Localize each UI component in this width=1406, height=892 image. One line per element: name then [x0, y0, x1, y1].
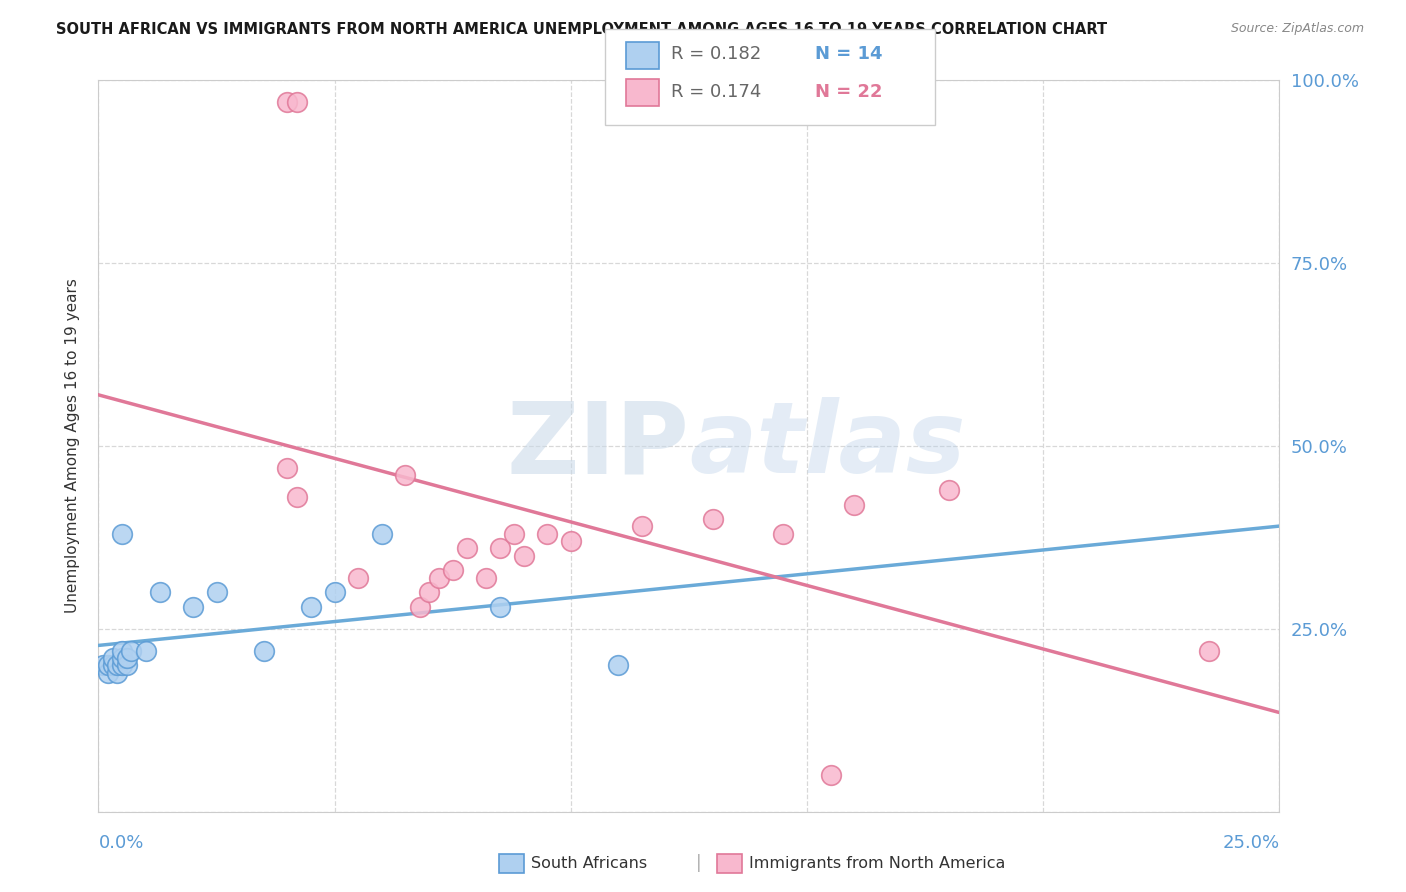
Text: 0.0%: 0.0% — [98, 834, 143, 852]
Point — [285, 95, 308, 110]
Y-axis label: Unemployment Among Ages 16 to 19 years: Unemployment Among Ages 16 to 19 years — [65, 278, 80, 614]
Point — [105, 665, 128, 680]
Text: R = 0.182: R = 0.182 — [671, 45, 761, 63]
Point — [97, 658, 120, 673]
Text: atlas: atlas — [689, 398, 966, 494]
Point — [205, 585, 228, 599]
Point — [97, 665, 120, 680]
Point — [101, 651, 124, 665]
Point — [181, 599, 204, 614]
Point — [503, 526, 526, 541]
Point — [489, 599, 512, 614]
Point — [371, 526, 394, 541]
Point — [475, 571, 498, 585]
Point — [253, 644, 276, 658]
Text: N = 22: N = 22 — [815, 83, 883, 101]
Point — [560, 534, 582, 549]
Point — [323, 585, 346, 599]
Point — [1198, 644, 1220, 658]
Point — [536, 526, 558, 541]
Point — [607, 658, 630, 673]
Point — [105, 658, 128, 673]
Point — [938, 483, 960, 497]
Point — [149, 585, 172, 599]
Point — [441, 563, 464, 577]
Point — [276, 461, 298, 475]
Point — [111, 644, 134, 658]
Point — [91, 658, 114, 673]
Point — [702, 512, 724, 526]
Point — [135, 644, 157, 658]
Point — [276, 95, 298, 110]
Point — [844, 498, 866, 512]
Text: ZIP: ZIP — [506, 398, 689, 494]
Point — [111, 658, 134, 673]
Text: Immigrants from North America: Immigrants from North America — [749, 856, 1005, 871]
Point — [101, 658, 124, 673]
Point — [820, 768, 842, 782]
Point — [456, 541, 478, 556]
Point — [630, 519, 652, 533]
Point — [394, 468, 416, 483]
Point — [111, 526, 134, 541]
Text: 25.0%: 25.0% — [1222, 834, 1279, 852]
Point — [285, 490, 308, 504]
Text: South Africans: South Africans — [531, 856, 648, 871]
Point — [512, 549, 534, 563]
Point — [115, 658, 138, 673]
Point — [427, 571, 450, 585]
Point — [299, 599, 322, 614]
Point — [121, 644, 143, 658]
Point — [347, 571, 370, 585]
Text: Source: ZipAtlas.com: Source: ZipAtlas.com — [1230, 22, 1364, 36]
Point — [115, 651, 138, 665]
Point — [111, 651, 134, 665]
Point — [772, 526, 794, 541]
Point — [408, 599, 430, 614]
Point — [489, 541, 512, 556]
Point — [418, 585, 440, 599]
Text: R = 0.174: R = 0.174 — [671, 83, 761, 101]
Text: SOUTH AFRICAN VS IMMIGRANTS FROM NORTH AMERICA UNEMPLOYMENT AMONG AGES 16 TO 19 : SOUTH AFRICAN VS IMMIGRANTS FROM NORTH A… — [56, 22, 1108, 37]
Text: N = 14: N = 14 — [815, 45, 883, 63]
Text: |: | — [696, 855, 702, 872]
